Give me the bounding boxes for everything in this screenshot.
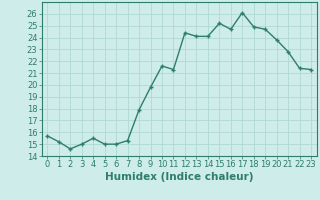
X-axis label: Humidex (Indice chaleur): Humidex (Indice chaleur) bbox=[105, 172, 253, 182]
